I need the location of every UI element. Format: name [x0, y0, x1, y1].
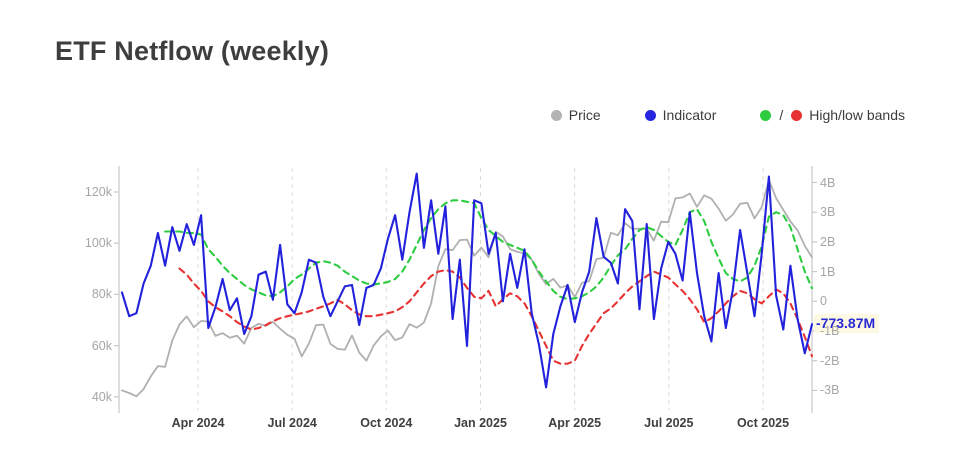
- y-left-tick-label: 80k: [91, 287, 112, 302]
- y-right-tick-label: -2B: [820, 353, 840, 368]
- price-line: [121, 179, 813, 398]
- y-right-tick-label: -1B: [820, 324, 840, 338]
- high-band-dot-icon: [760, 109, 772, 121]
- chart-legend: Price Indicator / High/low bands: [550, 107, 905, 123]
- x-tick-label: Oct 2025: [736, 416, 790, 430]
- y-right-tick-label: 4B: [820, 175, 836, 190]
- indicator-line: [120, 172, 814, 389]
- y-left-tick-label: 120k: [84, 185, 112, 199]
- chart-title: ETF Netflow (weekly): [55, 36, 330, 66]
- y-right-tick-label: 0: [820, 294, 827, 309]
- bands-separator: /: [779, 107, 784, 123]
- x-tick-label: Jul 2024: [267, 416, 317, 430]
- x-tick-label: Apr 2024: [171, 416, 225, 430]
- x-tick-label: Oct 2024: [360, 416, 413, 430]
- y-left-tick-label: 40k: [91, 389, 112, 404]
- y-right-tick-label: -3B: [820, 383, 840, 398]
- price-series-dot-icon: [550, 109, 562, 121]
- y-left-tick-label: 60k: [91, 338, 112, 353]
- y-right-tick-label: 1B: [820, 264, 836, 279]
- indicator-series-dot-icon: [644, 109, 656, 121]
- x-tick-label: Jul 2025: [644, 416, 694, 430]
- y-right-tick-label: 2B: [820, 234, 836, 249]
- legend-label-bands: High/low bands: [809, 107, 905, 123]
- y-left-tick-label: 100k: [84, 236, 112, 251]
- x-tick-label: Apr 2025: [548, 416, 602, 430]
- legend-item-bands[interactable]: / High/low bands: [760, 107, 905, 123]
- low-band-dot-icon: [791, 109, 803, 121]
- x-tick-label: Jan 2025: [454, 416, 507, 430]
- current-value-badge: -773.87M: [814, 314, 880, 334]
- y-right-tick-label: 3B: [820, 205, 836, 220]
- legend-item-indicator[interactable]: Indicator: [644, 107, 717, 123]
- legend-label-price: Price: [568, 107, 601, 123]
- low-band-line: [178, 267, 814, 365]
- legend-item-price[interactable]: Price: [550, 107, 601, 123]
- legend-label-indicator: Indicator: [662, 107, 717, 123]
